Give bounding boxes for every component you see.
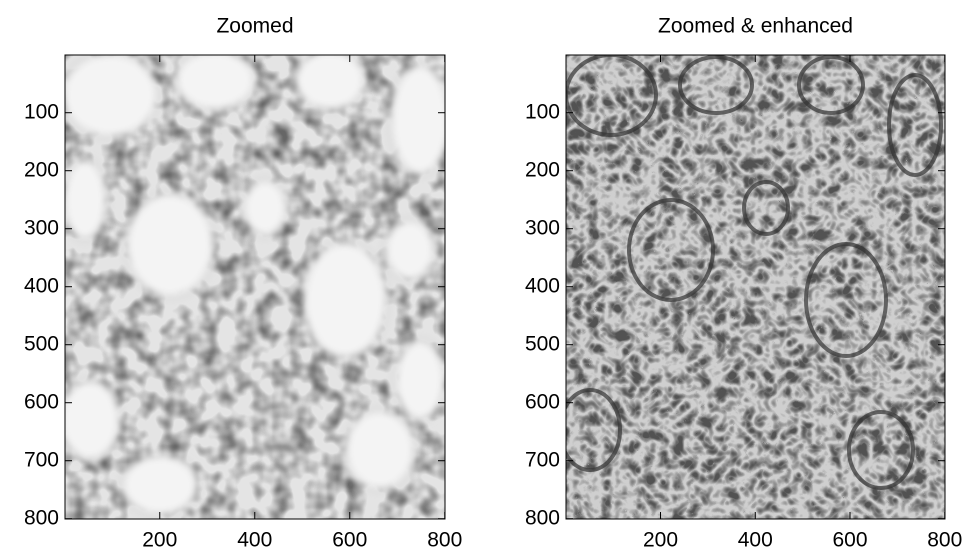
x-tick-label: 800 (927, 529, 962, 552)
axes-title: Zoomed (216, 15, 293, 38)
y-tick-label: 800 (525, 506, 560, 529)
x-tick-label: 200 (142, 529, 177, 552)
x-tick-label: 600 (332, 529, 367, 552)
y-tick-label: 500 (24, 332, 59, 355)
enhanced-image (566, 55, 945, 519)
y-tick-label: 700 (525, 448, 560, 471)
x-tick-label: 200 (643, 529, 678, 552)
x-tick-label: 600 (832, 529, 867, 552)
y-tick-label: 800 (24, 506, 59, 529)
y-tick-label: 200 (24, 158, 59, 181)
x-tick-label: 800 (427, 529, 462, 552)
x-tick-label: 400 (237, 529, 272, 552)
x-tick-label: 400 (738, 529, 773, 552)
y-tick-label: 200 (525, 158, 560, 181)
y-tick-label: 600 (24, 390, 59, 413)
y-tick-label: 700 (24, 448, 59, 471)
y-tick-label: 300 (24, 216, 59, 239)
y-tick-label: 500 (525, 332, 560, 355)
y-tick-label: 400 (24, 274, 59, 297)
y-tick-label: 400 (525, 274, 560, 297)
y-tick-label: 300 (525, 216, 560, 239)
y-tick-label: 600 (525, 390, 560, 413)
axes-title: Zoomed & enhanced (658, 15, 853, 38)
y-tick-label: 100 (24, 100, 59, 123)
image (65, 55, 445, 519)
y-tick-label: 100 (525, 100, 560, 123)
